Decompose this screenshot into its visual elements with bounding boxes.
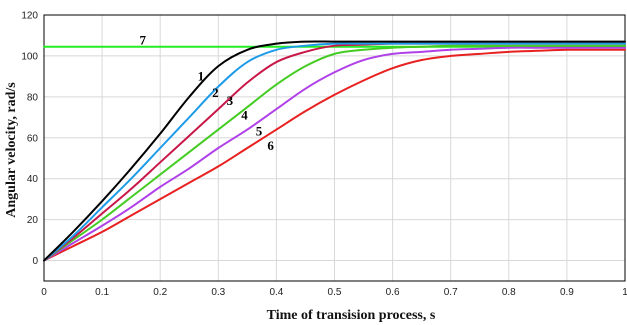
x-axis-title: Time of transision process, s [267, 308, 436, 323]
x-tick-label: 0.1 [95, 287, 109, 298]
x-tick-label: 0.7 [444, 287, 458, 298]
x-tick-label: 0.9 [560, 287, 574, 298]
series-1-label: 1 [198, 68, 205, 83]
series-7-label: 7 [140, 33, 147, 48]
series-lines [43, 40, 626, 262]
series-2-line [43, 42, 626, 262]
plot-frame [43, 14, 626, 282]
x-tick-label: 1 [622, 287, 627, 298]
series-3-label: 3 [227, 93, 234, 108]
y-tick-label: 0 [32, 256, 38, 267]
y-tick-label: 100 [21, 51, 38, 62]
x-tick-label: 0 [41, 287, 47, 298]
x-tick-label: 0.2 [153, 287, 167, 298]
series-1-line [43, 40, 626, 262]
x-tick-label: 0.4 [269, 287, 283, 298]
x-tick-label: 0.5 [328, 287, 342, 298]
x-tick-label: 0.6 [386, 287, 400, 298]
series-6-label: 6 [267, 138, 274, 153]
y-tick-label: 80 [27, 92, 39, 103]
y-tick-label: 40 [27, 174, 39, 185]
x-tick-label: 0.8 [502, 287, 516, 298]
series-6-line [43, 48, 626, 262]
x-tick-labels: 0 0.1 0.2 0.3 0.4 0.5 0.6 0.7 0.8 0.9 1 [41, 287, 627, 298]
series-2-label: 2 [212, 85, 219, 100]
y-tick-label: 60 [27, 133, 39, 144]
y-axis-title: Angular velocity, rad/s [4, 82, 19, 218]
y-tick-labels: 0 20 40 60 80 100 120 [21, 11, 38, 268]
series-4-label: 4 [241, 107, 248, 122]
series-5-label: 5 [256, 124, 263, 139]
x-tick-label: 0.3 [211, 287, 225, 298]
y-tick-label: 120 [21, 11, 38, 22]
y-tick-label: 20 [27, 215, 39, 226]
series-5-line [43, 46, 626, 262]
series-4-line [43, 44, 626, 262]
